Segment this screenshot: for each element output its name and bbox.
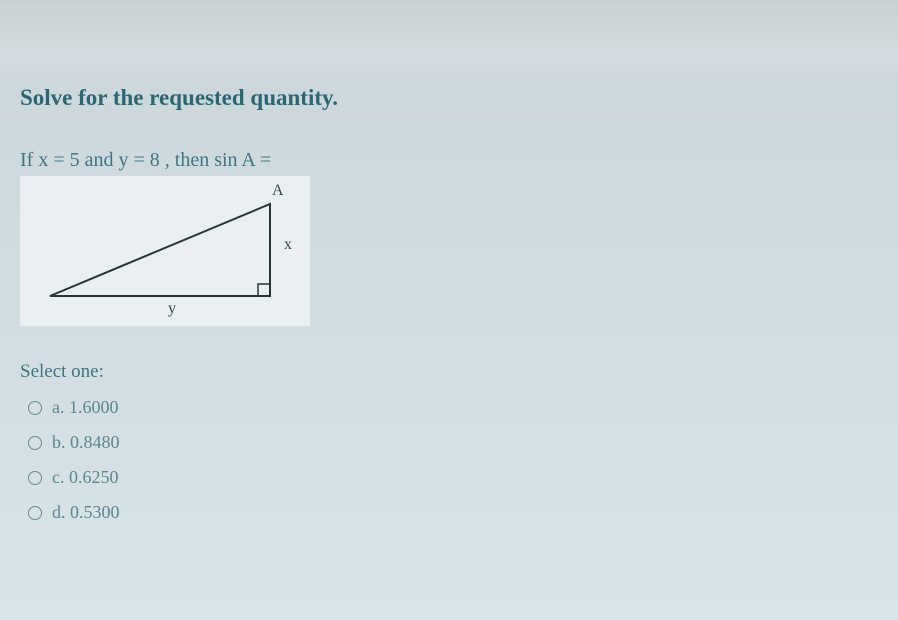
prompt-title: Solve for the requested quantity. — [20, 85, 878, 111]
select-one-label: Select one: — [20, 361, 878, 383]
option-a[interactable]: a. 1.6000 — [20, 397, 878, 418]
radio-b[interactable] — [28, 436, 42, 450]
option-d[interactable]: d. 0.5300 — [20, 502, 878, 523]
option-b[interactable]: b. 0.8480 — [20, 432, 878, 453]
right-angle-marker — [258, 284, 270, 296]
option-b-text: b. 0.8480 — [52, 432, 120, 453]
question-text: If x = 5 and y = 8 , then sin A = — [20, 149, 878, 172]
side-label-x: x — [284, 236, 292, 254]
question-container: Solve for the requested quantity. If x =… — [0, 0, 898, 557]
option-a-text: a. 1.6000 — [52, 397, 119, 418]
option-c-text: c. 0.6250 — [52, 467, 119, 488]
radio-d[interactable] — [28, 506, 42, 520]
triangle-svg — [20, 176, 310, 326]
triangle-diagram: A x y — [20, 176, 310, 326]
radio-a[interactable] — [28, 401, 42, 415]
option-d-text: d. 0.5300 — [52, 502, 120, 523]
triangle-shape — [50, 204, 270, 296]
option-c[interactable]: c. 0.6250 — [20, 467, 878, 488]
radio-c[interactable] — [28, 471, 42, 485]
side-label-y: y — [168, 300, 176, 318]
vertex-label-a: A — [272, 182, 284, 200]
